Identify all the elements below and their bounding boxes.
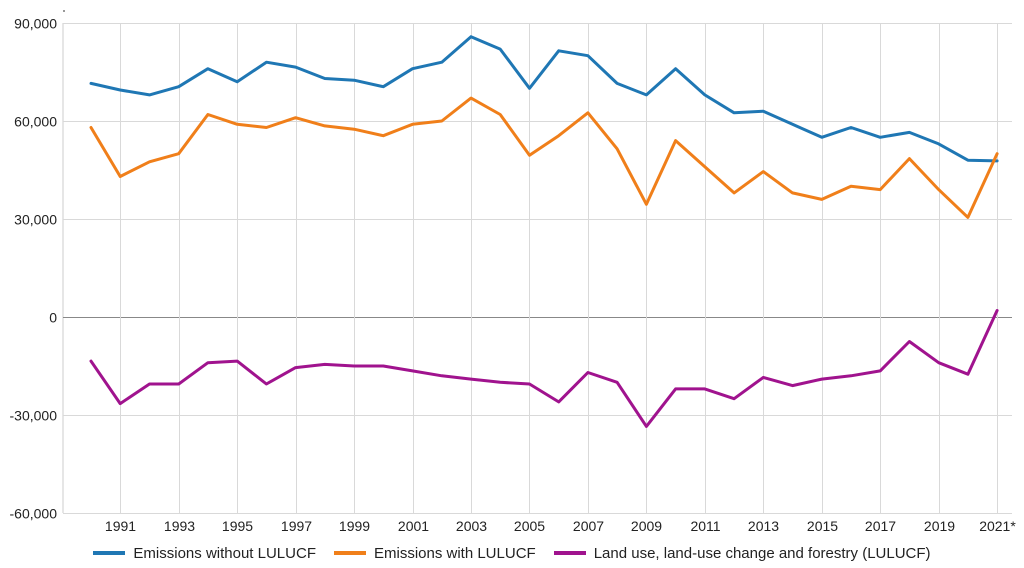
x-tick-label: 2017 [865, 518, 896, 534]
x-tick-label: 2021* [979, 518, 1016, 534]
legend-swatch [93, 551, 126, 555]
x-tick-label: 2003 [456, 518, 487, 534]
legend-label: Emissions without LULUCF [133, 544, 316, 562]
x-tick-label: 2007 [573, 518, 604, 534]
series-line-emissions-with-lulucf[interactable] [89, 96, 999, 219]
y-tick-label: 60,000 [14, 114, 57, 130]
x-tick-label: 2001 [398, 518, 429, 534]
axis-origin-mark [63, 10, 65, 12]
y-tick-label: -60,000 [10, 506, 58, 522]
legend-item-lulucf[interactable]: Land use, land-use change and forestry (… [553, 544, 931, 562]
x-tick-label: 2013 [748, 518, 779, 534]
x-tick-label: 2011 [690, 518, 720, 534]
x-tick-label: 2019 [924, 518, 955, 534]
x-tick-label: 1991 [105, 518, 136, 534]
legend-label: Emissions with LULUCF [373, 544, 536, 562]
x-tick-label: 1995 [222, 518, 253, 534]
x-axis-tick-labels: 1991 1993 1995 1997 1999 2001 2003 2005 2007 2009… [105, 518, 1016, 534]
y-axis-tick-labels: 90,000 60,000 30,000 0 -30,000 -60,000 [10, 16, 58, 522]
y-tick-label: -30,000 [10, 408, 58, 424]
x-tick-label: 1999 [339, 518, 370, 534]
x-tick-label: 2009 [631, 518, 662, 534]
legend-swatch [553, 551, 586, 555]
x-tick-label: 1993 [164, 518, 195, 534]
x-tick-label: 2015 [807, 518, 838, 534]
series-line-lulucf[interactable] [89, 309, 999, 428]
series-lines [89, 35, 999, 428]
gridlines [62, 23, 1012, 514]
legend-item-without-lulucf[interactable]: Emissions without LULUCF [93, 545, 316, 562]
x-tick-label: 1997 [281, 518, 312, 534]
legend-swatch [333, 551, 366, 555]
y-tick-label: 90,000 [14, 16, 57, 32]
legend-label: Land use, land-use change and forestry (… [593, 544, 931, 562]
legend: Emissions without LULUCF Emissions with … [0, 541, 1024, 565]
legend-item-with-lulucf[interactable]: Emissions with LULUCF [333, 544, 536, 562]
y-tick-label: 30,000 [14, 212, 57, 228]
y-tick-label: 0 [49, 310, 57, 326]
x-tick-label: 2005 [514, 518, 545, 534]
series-line-emissions-without-lulucf[interactable] [89, 35, 999, 163]
